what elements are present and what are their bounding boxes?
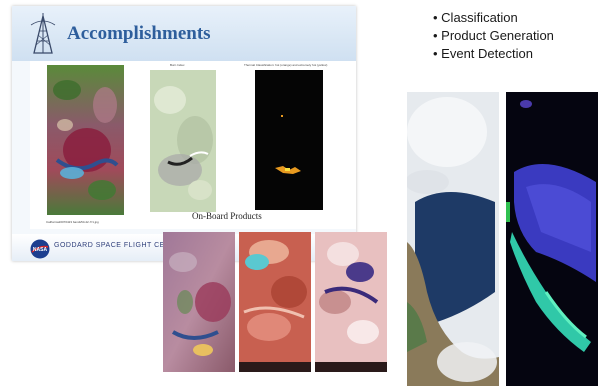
bullet-list: Classification Product Generation Event … xyxy=(433,9,554,63)
slide-header xyxy=(12,6,356,61)
burn-index-image xyxy=(150,70,216,212)
bullet-item: Classification xyxy=(433,9,554,27)
thermal-classification-image xyxy=(255,70,323,210)
onboard-products-label: On-Board Products xyxy=(192,211,262,221)
fire-falsecolor-image xyxy=(47,65,124,215)
image-filename: California20070423 bands50-42-7/1.jpg xyxy=(46,220,99,224)
nasa-logo-text: NASA xyxy=(33,247,48,253)
true-color-satellite-image xyxy=(407,92,499,386)
landscape-image-1 xyxy=(163,232,235,372)
landscape-image-2 xyxy=(239,232,311,372)
classified-satellite-image xyxy=(506,92,598,386)
nasa-logo-icon: NASA xyxy=(30,239,50,259)
antenna-tower-icon xyxy=(30,13,56,54)
footer-org-name: GODDARD SPACE FLIGHT CENTER xyxy=(54,242,186,249)
thermal-caption: Thermal Classification: hot (orange) and… xyxy=(244,63,328,67)
landscape-image-3 xyxy=(315,232,387,372)
slide-thumbnail: Accomplishments Burn Index Therma xyxy=(12,6,356,261)
bullet-item: Product Generation xyxy=(433,27,554,45)
burn-index-caption: Burn Index xyxy=(170,63,185,67)
slide-title: Accomplishments xyxy=(67,23,211,44)
bullet-item: Event Detection xyxy=(433,45,554,63)
